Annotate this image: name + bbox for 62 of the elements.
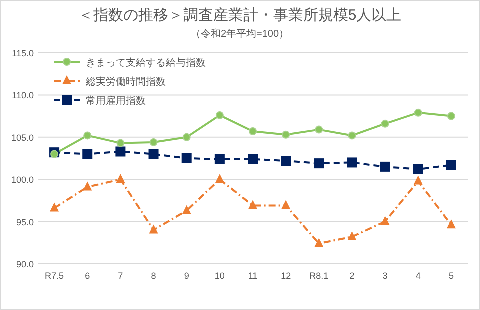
point xyxy=(148,149,159,160)
point xyxy=(248,154,258,164)
y-tick-label: 115.0 xyxy=(12,48,34,58)
point xyxy=(446,160,456,170)
point xyxy=(315,126,324,134)
point xyxy=(50,202,60,212)
point xyxy=(182,205,192,214)
point xyxy=(83,182,92,191)
point xyxy=(249,127,257,136)
point xyxy=(50,150,59,158)
point xyxy=(447,112,456,120)
point xyxy=(314,158,324,169)
y-tick-label: 90.0 xyxy=(16,260,34,270)
point xyxy=(216,111,224,120)
point xyxy=(282,200,291,210)
point xyxy=(348,132,356,140)
point xyxy=(182,133,191,142)
x-tick-label: R8.1 xyxy=(310,271,329,281)
x-tick-label: 6 xyxy=(85,271,90,281)
point xyxy=(314,238,324,248)
x-tick-label: 5 xyxy=(448,271,454,281)
y-tick-label: 95.0 xyxy=(16,217,34,228)
point xyxy=(82,149,93,160)
x-tick-label: 11 xyxy=(248,271,258,281)
point xyxy=(348,231,357,240)
point xyxy=(116,174,126,184)
point xyxy=(381,120,390,128)
x-tick-label: 9 xyxy=(184,271,190,281)
point xyxy=(380,216,390,226)
point xyxy=(150,138,158,146)
point xyxy=(182,154,192,164)
x-tick-label: R7.5 xyxy=(45,271,64,281)
legend-label: 総実労働時間指数 xyxy=(85,76,166,88)
point xyxy=(281,156,292,166)
legend-label: きまって支給する給与指数 xyxy=(86,57,206,69)
point xyxy=(84,132,92,140)
point xyxy=(116,139,125,148)
point xyxy=(414,176,423,185)
point xyxy=(414,108,422,117)
point xyxy=(215,174,224,184)
point xyxy=(380,162,390,172)
point xyxy=(446,220,456,229)
y-tick-label: 105.0 xyxy=(11,132,34,143)
x-tick-label: 8 xyxy=(151,271,156,281)
point xyxy=(214,154,225,164)
x-tick-label: 7 xyxy=(118,271,124,281)
x-tick-label: 3 xyxy=(382,271,388,281)
x-tick-label: 4 xyxy=(416,271,421,281)
point xyxy=(413,164,424,174)
y-tick-label: 100.0 xyxy=(11,175,34,186)
chart-subtitle: （令和2年平均=100） xyxy=(190,28,290,40)
x-tick-label: 10 xyxy=(214,271,225,281)
point xyxy=(149,224,158,234)
chart-title: ＜指数の推移＞調査産業計・事業所規模5人以上 xyxy=(78,7,402,24)
point xyxy=(248,200,258,210)
point xyxy=(347,158,358,168)
legend-label: 常用雇用指数 xyxy=(86,95,146,107)
point xyxy=(282,130,290,139)
x-tick-label: 12 xyxy=(281,271,292,281)
y-tick-label: 110.0 xyxy=(12,90,34,101)
x-tick-label: 2 xyxy=(350,271,355,281)
point xyxy=(116,146,126,157)
